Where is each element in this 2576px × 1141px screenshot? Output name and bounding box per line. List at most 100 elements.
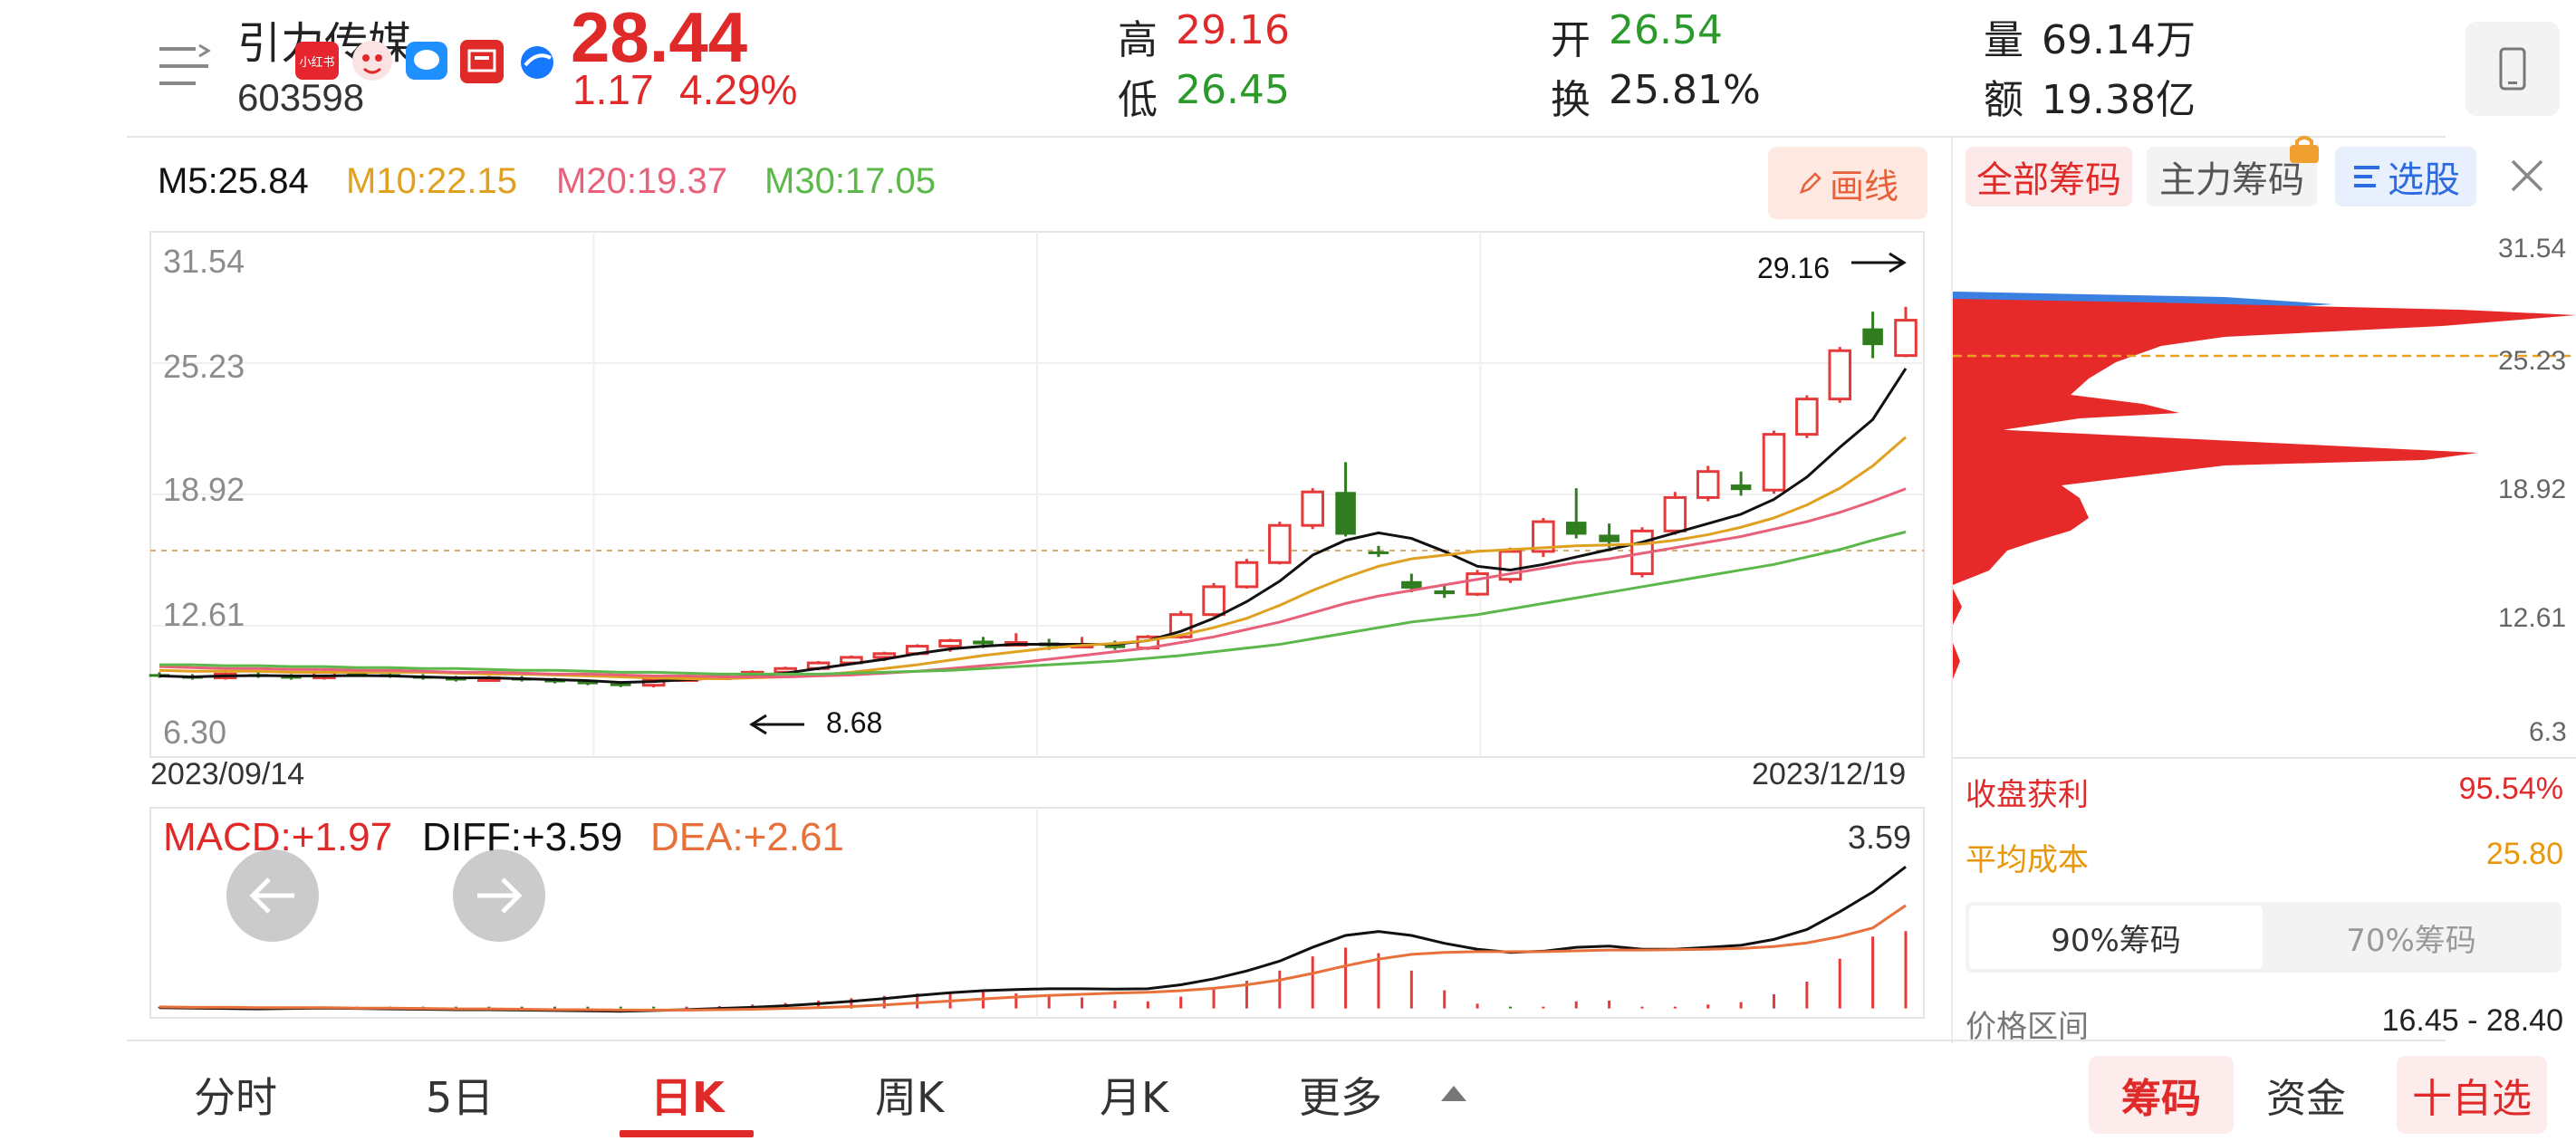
- tab-weekly-k[interactable]: 周K: [875, 1073, 945, 1122]
- pencil-icon: [1799, 172, 1821, 195]
- tab-monthly-k[interactable]: 月K: [1100, 1073, 1169, 1122]
- price-range-value: 16.45 - 28.40: [2381, 1003, 2563, 1038]
- max-arrow: [1851, 252, 1907, 273]
- tab-all-chips[interactable]: 全部筹码: [1966, 147, 2132, 206]
- scroll-left-button[interactable]: [226, 849, 319, 942]
- max-price-label: 29.16: [1757, 252, 1831, 284]
- ma-line-m5: [159, 368, 1908, 685]
- tab-main-chips[interactable]: 主力筹码: [2147, 136, 2319, 206]
- candle-body: [1565, 522, 1587, 535]
- candle-body: [1762, 433, 1786, 492]
- lock-icon: [2290, 136, 2319, 163]
- candle-body: [1301, 490, 1324, 527]
- candle-body: [1894, 319, 1918, 358]
- chip-band-low-b: [1953, 643, 1960, 679]
- price-change-pct: 4.29%: [679, 66, 798, 113]
- menu-icon[interactable]: [156, 43, 212, 89]
- low-label: 低: [1118, 77, 1158, 123]
- open-label: 开: [1551, 17, 1591, 63]
- avg-cost-value: 25.80: [2485, 837, 2563, 871]
- candle-body: [1168, 613, 1193, 638]
- ma-line-m20: [159, 487, 1907, 678]
- chip-distribution-chart: [1953, 292, 2576, 679]
- candle-body: [1730, 484, 1752, 491]
- ma10-legend: M10:22.15: [346, 161, 518, 201]
- candle-body: [1828, 349, 1852, 401]
- candle-body: [1202, 585, 1226, 617]
- ma-line-m30: [159, 530, 1907, 676]
- candle-body: [610, 683, 631, 686]
- ma5-legend: M5:25.84: [158, 161, 309, 201]
- mascot-icon[interactable]: [348, 36, 397, 85]
- draw-line-button[interactable]: 画线: [1768, 147, 1927, 219]
- candle-body: [281, 676, 302, 679]
- y-tick-label: 25.23: [163, 348, 245, 385]
- add-watchlist-button[interactable]: 十自选: [2397, 1056, 2547, 1134]
- tab-more[interactable]: 更多: [1299, 1073, 1382, 1122]
- arrow-left-icon: [249, 877, 294, 914]
- candle-body: [577, 681, 599, 685]
- y-tick-label: 6.30: [163, 714, 227, 751]
- candle-body: [1401, 580, 1422, 589]
- browser-icon[interactable]: [516, 42, 558, 83]
- low-value: 26.45: [1176, 67, 1290, 113]
- chips-button[interactable]: 筹码: [2089, 1056, 2234, 1134]
- xiaohongshu-badge[interactable]: 小红书: [295, 42, 339, 80]
- ma20-legend: M20:19.37: [556, 161, 728, 201]
- candle-body: [1795, 398, 1819, 436]
- macd-last-value: 3.59: [1848, 819, 1912, 856]
- rotate-screen-button[interactable]: [2465, 22, 2560, 116]
- rotate-screen-icon: [2499, 47, 2526, 91]
- candle-body: [1862, 328, 1883, 346]
- triangle-up-icon[interactable]: [1438, 1083, 1469, 1103]
- chip-y-tick-label: 12.61: [2498, 603, 2567, 633]
- diff-value: DIFF:+3.59: [422, 815, 623, 859]
- amount-label: 额: [1984, 77, 2023, 123]
- y-tick-label: 31.54: [163, 243, 245, 280]
- profit-value: 95.54%: [2458, 772, 2563, 806]
- close-icon[interactable]: [2507, 156, 2547, 196]
- candle-body: [1104, 644, 1126, 648]
- seg-70-button[interactable]: 70%筹码: [2346, 922, 2476, 959]
- course-app-icon[interactable]: [460, 40, 504, 83]
- list-icon: [2354, 166, 2379, 187]
- chip-band-low-a: [1953, 589, 1962, 625]
- date-end-label: 2023/12/19: [1752, 757, 1907, 791]
- min-price-label: 8.68: [826, 706, 883, 739]
- price-range-label: 价格区间: [1966, 1009, 2089, 1045]
- chip-band-upper: [1953, 299, 2576, 440]
- tab-intraday[interactable]: 分时: [194, 1073, 277, 1122]
- date-start-label: 2023/09/14: [150, 757, 305, 791]
- candle-body: [1335, 492, 1356, 535]
- chip-y-tick-label: 18.92: [2498, 475, 2567, 504]
- volume-value: 69.14万: [2042, 17, 2196, 63]
- high-value: 29.16: [1176, 7, 1290, 53]
- chat-bubble-icon[interactable]: [406, 42, 447, 80]
- y-tick-label: 18.92: [163, 471, 245, 508]
- diff-line: [159, 865, 1907, 1013]
- candle-body: [149, 674, 170, 677]
- stock-picker-button[interactable]: 选股: [2335, 147, 2476, 206]
- tab-active-indicator: [620, 1130, 754, 1137]
- candle-body: [872, 652, 897, 659]
- candle-body: [1235, 561, 1259, 589]
- turnover-value: 25.81%: [1609, 67, 1761, 113]
- ma30-legend: M30:17.05: [764, 161, 937, 201]
- volume-label: 量: [1984, 17, 2023, 63]
- arrow-right-icon: [477, 877, 523, 914]
- high-label: 高: [1118, 17, 1158, 63]
- funds-button[interactable]: 资金: [2266, 1076, 2346, 1122]
- candle-body: [1663, 495, 1687, 532]
- tab-daily-k[interactable]: 日K: [650, 1073, 725, 1122]
- chip-range-segment: 90%筹码 70%筹码: [1966, 902, 2562, 973]
- candle-body: [1599, 534, 1620, 542]
- chip-y-tick-label: 25.23: [2498, 346, 2567, 376]
- tab-5day[interactable]: 5日: [426, 1073, 495, 1122]
- tab-main-chips-label: 主力筹码: [2159, 159, 2304, 201]
- scroll-right-button[interactable]: [453, 849, 545, 942]
- profit-label: 收盘获利: [1966, 777, 2089, 813]
- draw-line-label: 画线: [1829, 166, 1898, 206]
- seg-90-button[interactable]: 90%筹码: [1969, 906, 2263, 969]
- price-change: 1.17: [572, 66, 654, 113]
